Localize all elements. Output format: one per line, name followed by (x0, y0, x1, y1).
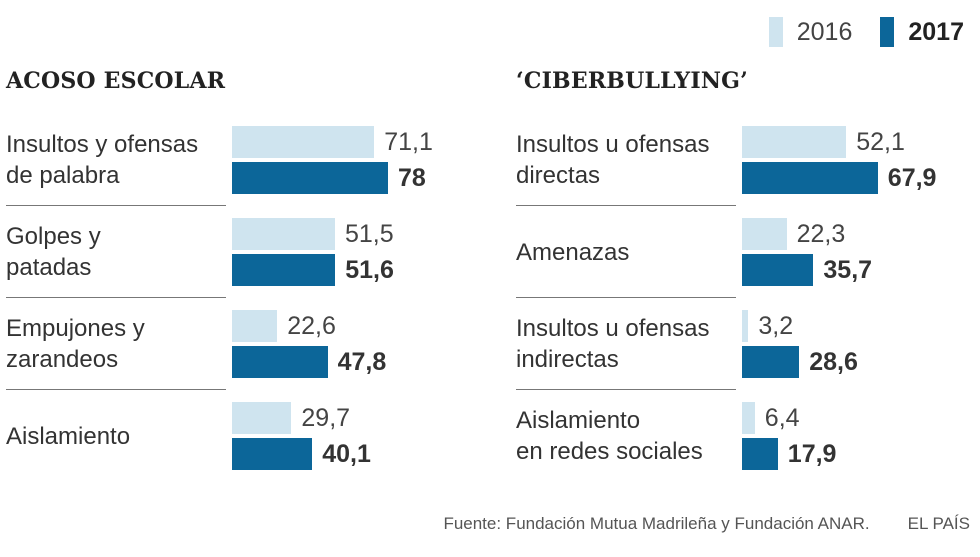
bar-2016 (232, 402, 292, 434)
legend-swatch-2016 (768, 17, 783, 47)
category-label-text: Insultos y ofensas de palabra (6, 129, 198, 191)
value-label-2016: 6,4 (764, 404, 800, 432)
value-label-2017: 67,9 (887, 164, 937, 192)
row-divider (516, 205, 736, 206)
value-label-2017: 51,6 (345, 256, 394, 284)
category-label-line: directas (516, 162, 601, 189)
category-label: Empujones y zarandeos (6, 298, 231, 390)
category-label-text: Insultos u ofensas indirectas (516, 313, 709, 375)
category-label-line: patadas (6, 254, 92, 281)
category-label-line: Golpes y (6, 223, 101, 250)
row-divider (6, 205, 226, 206)
row-divider (6, 297, 226, 298)
panel-title: ACOSO ESCOLAR (6, 68, 226, 94)
value-label-2016: 22,6 (287, 312, 336, 340)
category-label-text: Golpes y patadas (6, 221, 101, 283)
category-label-line: Empujones y (6, 315, 145, 342)
category-label-text: Aislamiento en redes sociales (516, 405, 703, 467)
category-label-text: Insultos u ofensas directas (516, 129, 709, 191)
value-label-2017: 35,7 (823, 256, 873, 284)
footer: Fuente: Fundación Mutua Madrileña y Fund… (443, 514, 970, 534)
category-row: Aislamiento en redes sociales 6,4 17,9 (516, 390, 980, 482)
value-label-2016: 3,2 (758, 312, 794, 340)
category-label: Golpes y patadas (6, 206, 231, 298)
bar-2017 (232, 254, 336, 286)
category-label-line: Insultos u ofensas (516, 131, 710, 158)
category-row: Aislamiento 29,7 40,1 (6, 390, 476, 482)
value-label-2017: 78 (398, 164, 426, 192)
brand-logo: EL PAÍS (907, 514, 970, 533)
category-label-line: de palabra (6, 162, 120, 189)
source-note: Fuente: Fundación Mutua Madrileña y Fund… (443, 514, 870, 533)
value-label-2017: 28,6 (809, 348, 858, 376)
legend-swatch-2017 (880, 17, 895, 47)
category-label-text: Empujones y zarandeos (6, 313, 145, 375)
panel-acoso-escolar: ACOSO ESCOLAR Insultos y ofensas de palab… (6, 68, 476, 480)
row-divider (6, 389, 226, 390)
category-label: Amenazas (516, 206, 741, 298)
category-label: Insultos y ofensas de palabra (6, 114, 231, 206)
category-label: Aislamiento (6, 390, 231, 482)
legend-label-2016: 2016 (796, 17, 853, 46)
chart-legend: 2016 2017 (768, 14, 964, 50)
value-label-2016: 52,1 (856, 128, 905, 156)
bar-2017 (232, 346, 328, 378)
bar-2016 (232, 218, 335, 250)
category-row: Golpes y patadas 51,5 51,6 (6, 206, 476, 298)
value-label-2016: 22,3 (796, 220, 846, 248)
bar-2016 (742, 126, 847, 158)
category-label-line: Insultos u ofensas (516, 315, 710, 342)
bar-2016 (232, 310, 278, 342)
value-label-2016: 71,1 (384, 128, 433, 156)
category-label-line: zarandeos (6, 346, 119, 373)
legend-label-2017: 2017 (908, 17, 964, 46)
value-label-2017: 40,1 (322, 440, 371, 468)
category-label-text: Amenazas (516, 237, 629, 268)
bar-2016 (742, 402, 755, 434)
bar-2017 (742, 438, 778, 470)
row-divider (516, 297, 736, 298)
bar-2017 (742, 254, 814, 286)
panel-title: ‘CIBERBULLYING’ (516, 68, 748, 94)
category-label-line: en redes sociales (516, 438, 703, 465)
category-label-line: Aislamiento (6, 422, 131, 450)
bar-2016 (742, 218, 787, 250)
category-row: Insultos y ofensas de palabra 71,1 78 (6, 114, 476, 206)
category-label: Insultos u ofensas indirectas (516, 298, 741, 390)
category-label-line: Amenazas (516, 238, 630, 266)
category-label-text: Aislamiento (6, 421, 130, 452)
bar-2016 (232, 126, 375, 158)
category-row: Insultos u ofensas directas 52,1 67,9 (516, 114, 980, 206)
bar-2017 (232, 162, 388, 194)
panel-ciberbullying: ‘CIBERBULLYING’ Insultos u ofensas direct… (516, 68, 980, 480)
row-divider (516, 389, 736, 390)
category-row: Empujones y zarandeos 22,6 47,8 (6, 298, 476, 390)
bar-2017 (742, 346, 800, 378)
value-label-2016: 29,7 (301, 404, 351, 432)
value-label-2016: 51,5 (345, 220, 394, 248)
bar-2017 (742, 162, 878, 194)
value-label-2017: 47,8 (337, 348, 387, 376)
bar-2017 (232, 438, 313, 470)
category-label-line: Aislamiento (516, 407, 641, 434)
category-label: Aislamiento en redes sociales (516, 390, 741, 482)
category-row: Amenazas 22,3 35,7 (516, 206, 980, 298)
value-label-2017: 17,9 (787, 440, 837, 468)
category-label-line: indirectas (516, 346, 619, 373)
category-label-line: Insultos y ofensas (6, 131, 199, 158)
category-label: Insultos u ofensas directas (516, 114, 741, 206)
category-row: Insultos u ofensas indirectas 3,2 28,6 (516, 298, 980, 390)
bar-2016 (742, 310, 749, 342)
